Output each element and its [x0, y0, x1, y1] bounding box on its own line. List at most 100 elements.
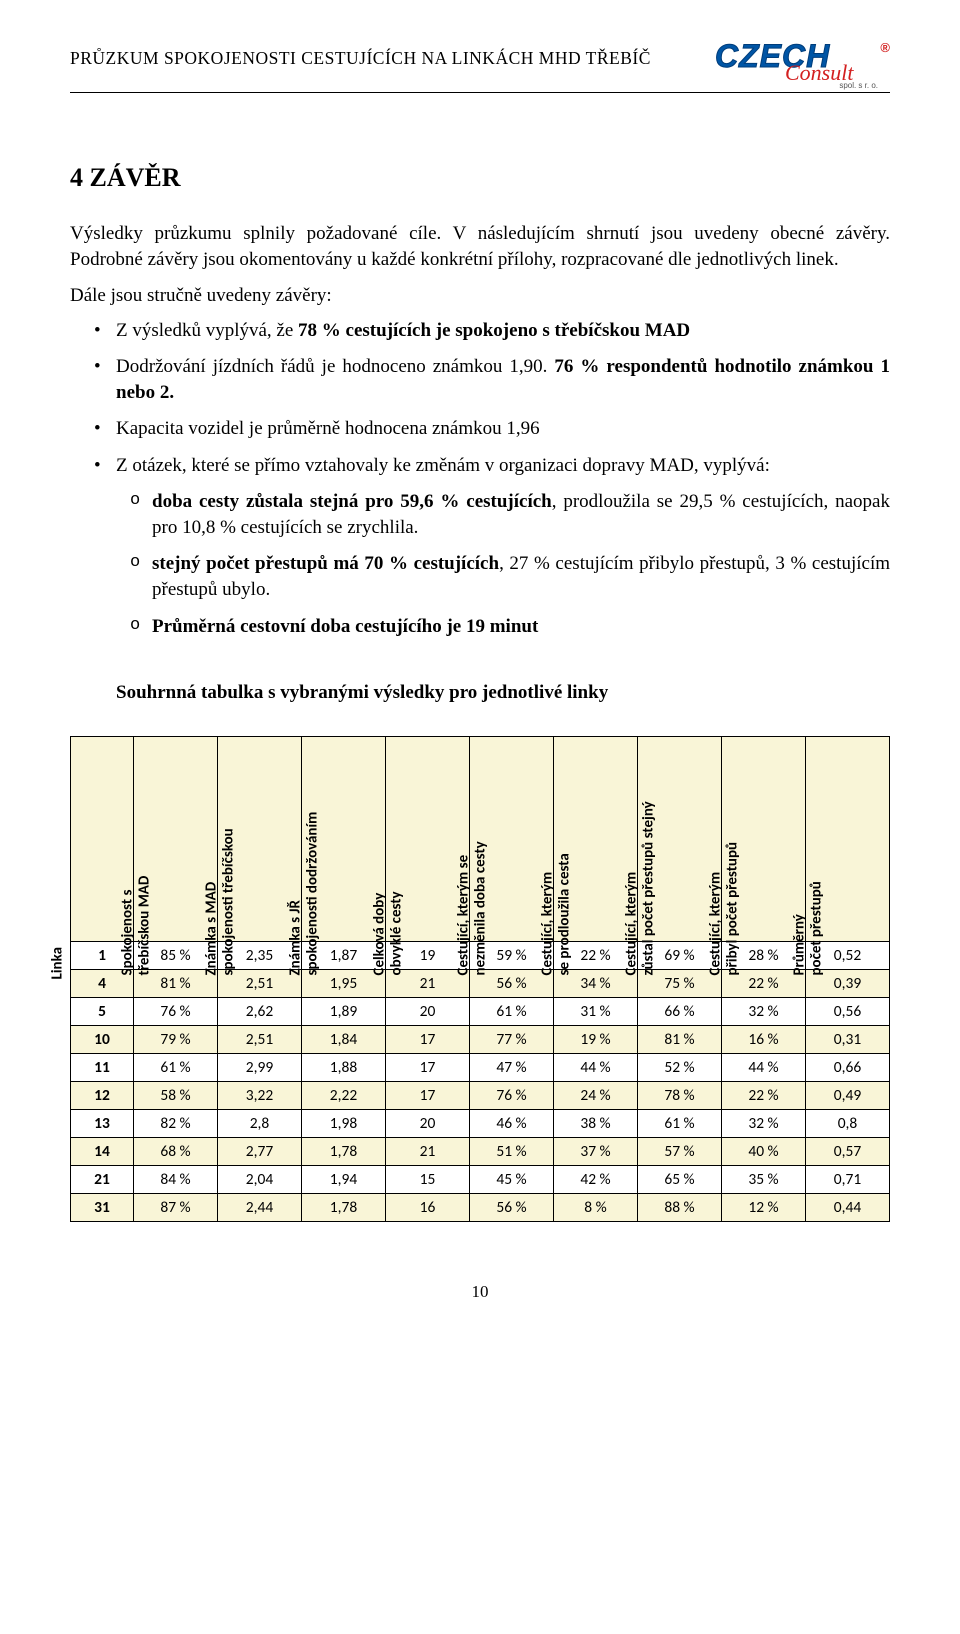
- table-cell: 14: [71, 1138, 134, 1166]
- table-cell: 38 %: [554, 1110, 638, 1138]
- czech-consult-logo: CZECH Consult ® spol. s r. o.: [715, 40, 890, 88]
- table-cell: 12: [71, 1082, 134, 1110]
- lead-in: Dále jsou stručně uvedeny závěry:: [70, 283, 890, 309]
- table-cell: 1,94: [302, 1166, 386, 1194]
- table-cell: 47 %: [470, 1054, 554, 1082]
- table-title: Souhrnná tabulka s vybranými výsledky pr…: [70, 680, 890, 706]
- table-cell: 0,57: [806, 1138, 890, 1166]
- sub-bullet-1: doba cesty zůstala stejná pro 59,6 % ces…: [152, 489, 890, 541]
- table-body: 185 %2,351,871959 %22 %69 %28 %0,52481 %…: [71, 942, 890, 1222]
- table-cell: 57 %: [638, 1138, 722, 1166]
- table-cell: 65 %: [638, 1166, 722, 1194]
- table-cell: 84 %: [134, 1166, 218, 1194]
- table-cell: 79 %: [134, 1026, 218, 1054]
- table-cell: 21: [386, 1138, 470, 1166]
- table-cell: 1,78: [302, 1138, 386, 1166]
- table-cell: 58 %: [134, 1082, 218, 1110]
- table-row: 1079 %2,511,841777 %19 %81 %16 %0,31: [71, 1026, 890, 1054]
- table-cell: 2,44: [218, 1194, 302, 1222]
- table-head: Linka Spokojenost střebíčskou MAD Známka…: [71, 737, 890, 942]
- table-row: 576 %2,621,892061 %31 %66 %32 %0,56: [71, 998, 890, 1026]
- summary-table: Linka Spokojenost střebíčskou MAD Známka…: [70, 736, 890, 1222]
- table-cell: 32 %: [722, 1110, 806, 1138]
- table-row: 3187 %2,441,781656 %8 %88 %12 %0,44: [71, 1194, 890, 1222]
- table-cell: 17: [386, 1026, 470, 1054]
- table-cell: 44 %: [554, 1054, 638, 1082]
- table-cell: 81 %: [638, 1026, 722, 1054]
- table-cell: 56 %: [470, 1194, 554, 1222]
- page-number: 10: [70, 1282, 890, 1302]
- sub-bullet-list: doba cesty zůstala stejná pro 59,6 % ces…: [116, 489, 890, 640]
- table-cell: 2,77: [218, 1138, 302, 1166]
- table-cell: 2,51: [218, 1026, 302, 1054]
- table-cell: 2,04: [218, 1166, 302, 1194]
- section-heading: 4 ZÁVĚR: [70, 163, 890, 193]
- table-cell: 76 %: [134, 998, 218, 1026]
- table-cell: 17: [386, 1054, 470, 1082]
- table-cell: 78 %: [638, 1082, 722, 1110]
- intro-paragraph: Výsledky průzkumu splnily požadované cíl…: [70, 221, 890, 273]
- table-cell: 2,99: [218, 1054, 302, 1082]
- table-row: 1161 %2,991,881747 %44 %52 %44 %0,66: [71, 1054, 890, 1082]
- table-cell: 51 %: [470, 1138, 554, 1166]
- table-cell: 5: [71, 998, 134, 1026]
- table-cell: 21: [71, 1166, 134, 1194]
- table-row: 1382 %2,81,982046 %38 %61 %32 %0,8: [71, 1110, 890, 1138]
- table-cell: 0,8: [806, 1110, 890, 1138]
- table-cell: 0,71: [806, 1166, 890, 1194]
- table-cell: 32 %: [722, 998, 806, 1026]
- table-cell: 13: [71, 1110, 134, 1138]
- table-cell: 0,31: [806, 1026, 890, 1054]
- sub-bullet-3: Průměrná cestovní doba cestujícího je 19…: [152, 614, 890, 640]
- table-cell: 88 %: [638, 1194, 722, 1222]
- table-cell: 31: [71, 1194, 134, 1222]
- table-cell: 10: [71, 1026, 134, 1054]
- table-cell: 1,98: [302, 1110, 386, 1138]
- table-cell: 0,66: [806, 1054, 890, 1082]
- table-cell: 31 %: [554, 998, 638, 1026]
- bullet-list: Z výsledků vyplývá, že 78 % cestujících …: [70, 318, 890, 640]
- table-cell: 66 %: [638, 998, 722, 1026]
- table-cell: 82 %: [134, 1110, 218, 1138]
- table-cell: 0,49: [806, 1082, 890, 1110]
- table-cell: 20: [386, 998, 470, 1026]
- bullet-1: Z výsledků vyplývá, že 78 % cestujících …: [116, 318, 890, 344]
- table-cell: 40 %: [722, 1138, 806, 1166]
- table-row: 1258 %3,222,221776 %24 %78 %22 %0,49: [71, 1082, 890, 1110]
- table-cell: 45 %: [470, 1166, 554, 1194]
- table-cell: 24 %: [554, 1082, 638, 1110]
- logo-mark: ®: [880, 40, 890, 55]
- table-cell: 1,88: [302, 1054, 386, 1082]
- table-cell: 68 %: [134, 1138, 218, 1166]
- table-cell: 11: [71, 1054, 134, 1082]
- table-cell: 3,22: [218, 1082, 302, 1110]
- table-cell: 0,56: [806, 998, 890, 1026]
- table-cell: 12 %: [722, 1194, 806, 1222]
- table-row: 1468 %2,771,782151 %37 %57 %40 %0,57: [71, 1138, 890, 1166]
- bullet-3: Kapacita vozidel je průměrně hodnocena z…: [116, 416, 890, 442]
- table-cell: 16: [386, 1194, 470, 1222]
- table-cell: 20: [386, 1110, 470, 1138]
- table-cell: 2,62: [218, 998, 302, 1026]
- table-cell: 8 %: [554, 1194, 638, 1222]
- table-cell: 1,89: [302, 998, 386, 1026]
- table-cell: 61 %: [638, 1110, 722, 1138]
- table-cell: 76 %: [470, 1082, 554, 1110]
- col-header: Průměrnýpočet přestupů: [806, 737, 890, 942]
- table-cell: 0,44: [806, 1194, 890, 1222]
- table-cell: 44 %: [722, 1054, 806, 1082]
- logo-tiny: spol. s r. o.: [839, 81, 878, 90]
- table-cell: 1,84: [302, 1026, 386, 1054]
- table-cell: 37 %: [554, 1138, 638, 1166]
- sub-bullet-2: stejný počet přestupů má 70 % cestujícíc…: [152, 551, 890, 603]
- table-cell: 87 %: [134, 1194, 218, 1222]
- table-cell: 42 %: [554, 1166, 638, 1194]
- table-cell: 17: [386, 1082, 470, 1110]
- table-row: 2184 %2,041,941545 %42 %65 %35 %0,71: [71, 1166, 890, 1194]
- table-cell: 52 %: [638, 1054, 722, 1082]
- table-cell: 16 %: [722, 1026, 806, 1054]
- table-cell: 22 %: [722, 1082, 806, 1110]
- table-cell: 2,22: [302, 1082, 386, 1110]
- table-cell: 61 %: [470, 998, 554, 1026]
- bullet-2: Dodržování jízdních řádů je hodnoceno zn…: [116, 354, 890, 406]
